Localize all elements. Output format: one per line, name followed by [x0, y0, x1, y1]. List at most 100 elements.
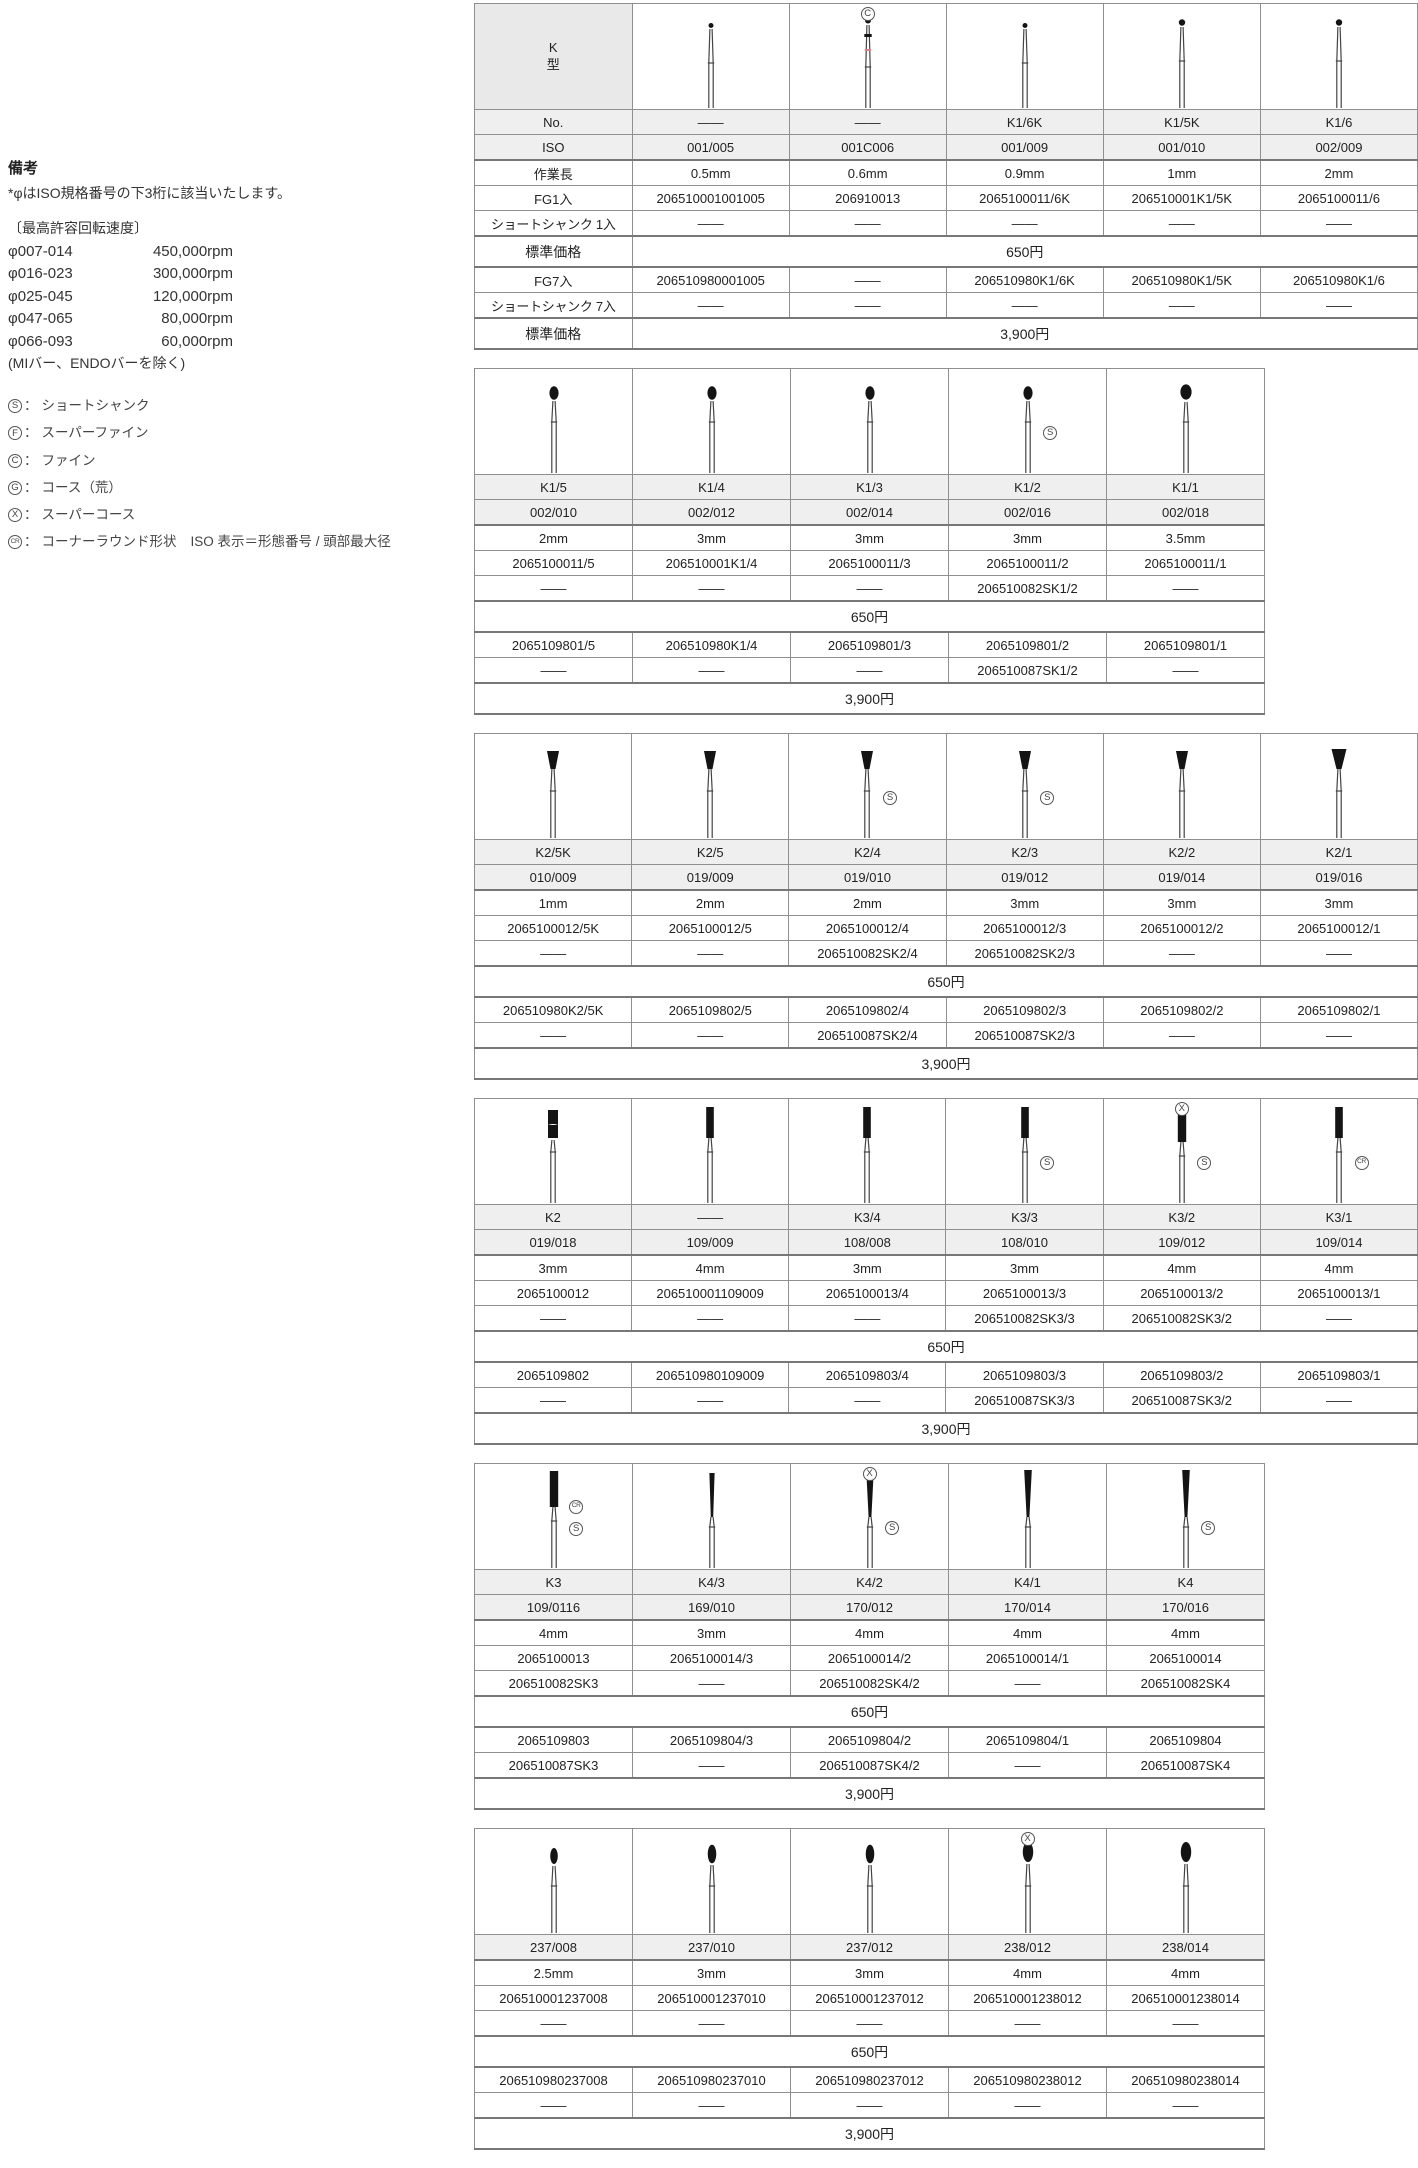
- ss7-cell: ——: [788, 292, 947, 319]
- row-working-length: 2mm 3mm 3mm 3mm 3.5mm: [474, 524, 1265, 551]
- row-price-7pack: 3,900円: [474, 682, 1265, 715]
- bur-image-row: CR S X S S: [474, 1463, 1265, 1570]
- row-label-price: 標準価格: [474, 317, 633, 350]
- price-value: 3,900円: [474, 1777, 1265, 1810]
- ss7-cell: 206510087SK2/3: [945, 1022, 1104, 1049]
- short-shank-mark-icon: S: [1043, 425, 1058, 440]
- row-fg1-product-no: 206510001237008 206510001237010 2065100012…: [474, 1985, 1265, 2011]
- fg1-cell: 2065100013/2: [1102, 1280, 1261, 1306]
- short-shank-mark-icon: S: [1040, 1155, 1055, 1170]
- ss1-cell: ——: [1259, 1305, 1418, 1332]
- len-cell: 3mm: [945, 1254, 1104, 1281]
- price-value: 3,900円: [474, 1412, 1418, 1445]
- ss1-cell: 206510082SK4: [1106, 1670, 1265, 1697]
- row-fg1-product-no: 2065100013 2065100014/3 2065100014/2 206510…: [474, 1645, 1265, 1671]
- ss7-cell: ——: [1106, 657, 1265, 684]
- iso-cell: 001/009: [945, 134, 1104, 161]
- row-working-length: 4mm 3mm 4mm 4mm 4mm: [474, 1619, 1265, 1646]
- ss7-cell: ——: [632, 1752, 791, 1779]
- iso-cell: 109/0116: [474, 1594, 633, 1621]
- iso-cell: 237/012: [790, 1934, 949, 1961]
- bur-illustration: [632, 368, 791, 475]
- row-label-no: No.: [474, 109, 633, 135]
- legend-item: CR：コーナーラウンド形状 ISO 表示＝形態番号 / 頭部最大径: [8, 532, 458, 552]
- row-iso: 002/010 002/012 002/014 002/016 002/018: [474, 499, 1265, 526]
- fg1-cell: 2065100014: [1106, 1645, 1265, 1671]
- corner-round-mark-icon: CR: [1354, 1155, 1369, 1170]
- ss7-cell: ——: [948, 2092, 1107, 2119]
- fg1-cell: 2065100011/3: [790, 550, 949, 576]
- row-price-1pack: 650円: [474, 600, 1265, 633]
- iso-cell: 109/009: [630, 1229, 790, 1256]
- short-shank-mark-icon: S: [883, 790, 898, 805]
- len-cell: 2mm: [474, 524, 633, 551]
- ss1-cell: ——: [1106, 575, 1265, 602]
- legend-item: G：コース（荒）: [8, 478, 458, 498]
- ss1-cell: ——: [632, 1670, 791, 1697]
- row-fg1-product-no: FG1入 206510001001005 206910013 2065100011/6…: [474, 185, 1418, 211]
- fg7-cell: 206510980001005: [631, 266, 790, 293]
- ss7-cell: ——: [632, 657, 791, 684]
- bur-image-row: X: [474, 1828, 1265, 1935]
- bur-illustration: [474, 1098, 632, 1205]
- row-iso: ISO 001/005 001C006 001/009 001/010 002/009: [474, 134, 1418, 161]
- iso-cell: 019/016: [1259, 864, 1418, 891]
- no-cell: K1/2: [948, 474, 1107, 500]
- ss7-cell: ——: [790, 657, 949, 684]
- row-working-length: 2.5mm 3mm 3mm 4mm 4mm: [474, 1959, 1265, 1986]
- fg1-cell: 2065100014/1: [948, 1645, 1107, 1671]
- bur-illustration: [790, 1828, 949, 1935]
- fg1-cell: 2065100011/5: [474, 550, 633, 576]
- row-label-len: 作業長: [474, 159, 633, 186]
- short-shank-mark-icon: S: [8, 399, 22, 414]
- fg1-cell: 2065100013/3: [945, 1280, 1104, 1306]
- bur-illustration: [632, 1828, 791, 1935]
- fg7-cell: 2065109802/2: [1102, 996, 1261, 1023]
- no-cell: K2/5K: [473, 839, 633, 865]
- no-cell: K2/4: [788, 839, 947, 865]
- no-cell: K2/2: [1102, 839, 1261, 865]
- fg1-cell: 206510001238014: [1106, 1985, 1265, 2011]
- row-fg1-product-no: 2065100011/5 206510001K1/4 2065100011/3 206…: [474, 550, 1265, 576]
- row-short-shank7-product-no: —— —— 206510087SK2/4 206510087SK2/3 —— ——: [473, 1022, 1418, 1049]
- fg7-cell: 2065109803/2: [1102, 1361, 1261, 1388]
- len-cell: 3mm: [790, 1959, 949, 1986]
- row-fg7-product-no: FG7入 206510980001005 —— 206510980K1/6K 20651…: [474, 266, 1418, 293]
- iso-cell: 002/014: [790, 499, 949, 526]
- len-cell: 4mm: [630, 1254, 790, 1281]
- fg1-cell: 2065100014/3: [632, 1645, 791, 1671]
- row-price-7pack: 3,900円: [474, 1047, 1418, 1080]
- bur-illustration: S: [948, 368, 1107, 475]
- bur-illustration: S: [945, 1098, 1104, 1205]
- iso-cell: 238/014: [1106, 1934, 1265, 1961]
- row-working-length: 3mm 4mm 3mm 3mm 4mm 4mm: [474, 1254, 1418, 1281]
- ss7-cell: ——: [788, 1387, 947, 1414]
- bur-illustration: [1102, 3, 1261, 110]
- iso-cell: 010/009: [473, 864, 633, 891]
- price-value: 3,900円: [474, 682, 1265, 715]
- ss7-cell: 206510087SK1/2: [948, 657, 1107, 684]
- fg7-cell: 206510980237008: [474, 2066, 633, 2093]
- bur-table-6: X 237/008 237/010 237/012 238/012 238/014 2.5m…: [474, 1828, 1265, 2150]
- corner-round-mark-icon: CR: [8, 535, 22, 550]
- speed-table: φ007-014 450,000rpm φ016-023 300,000rpm φ0…: [8, 241, 458, 354]
- no-cell: K3/1: [1259, 1204, 1418, 1230]
- ss1-cell: ——: [788, 210, 947, 237]
- fg7-cell: 2065109801/5: [474, 631, 633, 658]
- iso-cell: 237/008: [474, 1934, 633, 1961]
- ss7-cell: ——: [1102, 1022, 1261, 1049]
- super-coarse-mark-icon: X: [1174, 1102, 1189, 1116]
- iso-cell: 169/010: [632, 1594, 791, 1621]
- bur-illustration: S: [788, 733, 947, 840]
- no-cell: K2/5: [631, 839, 790, 865]
- len-cell: 2mm: [788, 889, 947, 916]
- iso-cell: 108/010: [945, 1229, 1104, 1256]
- no-cell: K4/2: [790, 1569, 949, 1595]
- bur-illustration: [473, 733, 633, 840]
- len-cell: 0.9mm: [945, 159, 1104, 186]
- ss7-cell: 206510087SK4: [1106, 1752, 1265, 1779]
- row-short-shank7-product-no: 206510087SK3 —— 206510087SK4/2 —— 206510087S…: [474, 1752, 1265, 1779]
- bur-catalog-tables: K 型 C No. —— —— K1/6K K1/5K K1/6 ISO 001/005 001C00…: [473, 3, 1418, 2168]
- bur-illustration: [790, 368, 949, 475]
